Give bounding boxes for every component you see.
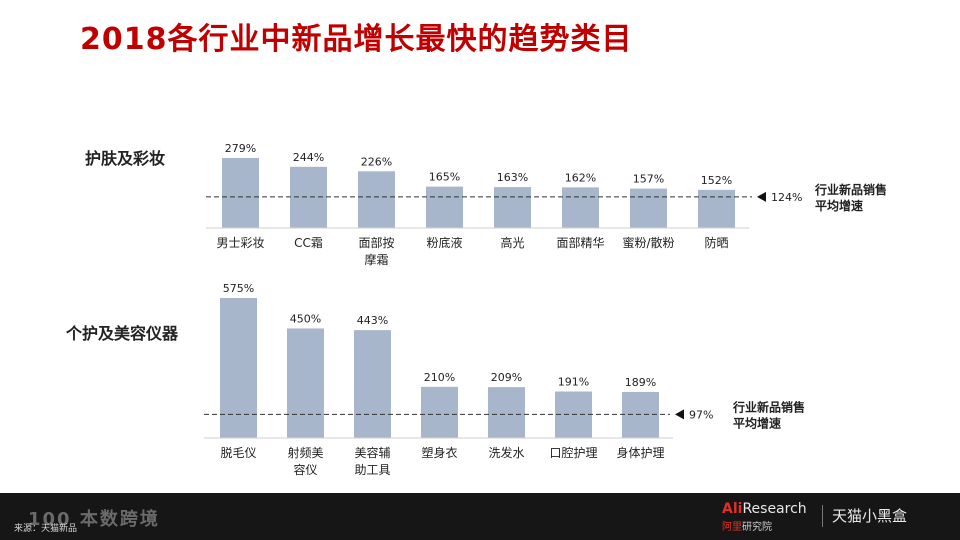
category-label: 粉底液 bbox=[426, 235, 462, 250]
bar-value-label: 152% bbox=[701, 174, 732, 187]
footer-watermark: 100 本数跨境 bbox=[28, 509, 160, 530]
reference-caption: 行业新品销售平均增速 bbox=[732, 399, 805, 430]
bar-value-label: 189% bbox=[625, 376, 656, 389]
bar bbox=[622, 391, 659, 438]
tmall-box-logo: 天猫小黑盒 bbox=[832, 507, 908, 525]
category-label: 面部精华 bbox=[556, 235, 604, 250]
reference-arrow-icon bbox=[675, 409, 684, 420]
bar-value-label: 226% bbox=[361, 155, 392, 168]
footer-bar: 100 本数跨境 来源：天猫新品 AliResearch 阿里研究院 天猫小黑盒 bbox=[0, 493, 960, 540]
aliresearch-logo-sub: 阿里研究院 bbox=[722, 518, 772, 533]
bar bbox=[220, 298, 257, 438]
category-label: 高光 bbox=[500, 235, 524, 250]
reference-value-label: 124% bbox=[771, 191, 802, 204]
category-label: 脱毛仪 bbox=[220, 445, 256, 460]
aliresearch-logo: AliResearch bbox=[722, 501, 807, 517]
category-label: CC霜 bbox=[294, 236, 323, 250]
category-label: 防晒 bbox=[704, 235, 728, 250]
bar bbox=[290, 166, 327, 228]
bar bbox=[562, 187, 599, 228]
bar-value-label: 163% bbox=[497, 171, 528, 184]
bar bbox=[222, 158, 259, 228]
bar-value-label: 450% bbox=[290, 312, 321, 325]
bar-value-label: 191% bbox=[558, 375, 589, 388]
category-label: 美容辅助工具 bbox=[354, 445, 390, 477]
bar bbox=[287, 328, 324, 438]
aliresearch-logo-sub-text: 研究院 bbox=[742, 522, 772, 533]
reference-arrow-icon bbox=[757, 191, 766, 202]
bar-value-label: 575% bbox=[223, 282, 254, 295]
bar-value-label: 162% bbox=[565, 171, 596, 184]
reference-caption: 行业新品销售平均增速 bbox=[814, 182, 887, 213]
category-label: 面部按摩霜 bbox=[358, 235, 394, 267]
bar-value-label: 443% bbox=[357, 314, 388, 327]
bar bbox=[630, 188, 667, 228]
bar bbox=[494, 187, 531, 228]
bar bbox=[698, 189, 735, 228]
bar bbox=[421, 386, 458, 438]
bar-value-label: 209% bbox=[491, 371, 522, 384]
bar-value-label: 165% bbox=[429, 171, 460, 184]
bar-value-label: 279% bbox=[225, 142, 256, 155]
bar bbox=[354, 330, 391, 438]
aliresearch-logo-ali: Ali bbox=[722, 501, 743, 517]
category-label: 蜜粉/散粉 bbox=[622, 235, 674, 250]
bar-value-label: 244% bbox=[293, 151, 324, 164]
category-label: 身体护理 bbox=[616, 445, 664, 460]
category-label: 洗发水 bbox=[488, 445, 524, 460]
bar-value-label: 157% bbox=[633, 173, 664, 186]
chart-area: 护肤及彩妆 279% 男士彩妆 244% CC霜 226% 面部按摩霜 165% 粉底液 163%… bbox=[65, 142, 887, 477]
category-label: 塑身衣 bbox=[421, 445, 457, 460]
reference-value-label: 97% bbox=[689, 408, 713, 421]
group-label: 护肤及彩妆 bbox=[85, 149, 165, 168]
bar-value-label: 210% bbox=[424, 371, 455, 384]
group-label: 个护及美容仪器 bbox=[65, 324, 179, 343]
category-label: 射频美容仪 bbox=[287, 445, 323, 477]
aliresearch-logo-research: Research bbox=[742, 501, 807, 517]
aliresearch-logo-sub-red: 阿里 bbox=[722, 522, 742, 533]
footer-divider bbox=[822, 505, 823, 527]
bar bbox=[488, 387, 525, 438]
footer-source: 来源：天猫新品 bbox=[14, 524, 78, 534]
category-label: 口腔护理 bbox=[549, 445, 597, 460]
bar bbox=[426, 186, 463, 228]
bar bbox=[358, 171, 395, 228]
page-title: 2018各行业中新品增长最快的趋势类目 bbox=[80, 22, 633, 57]
category-label: 男士彩妆 bbox=[216, 236, 264, 250]
